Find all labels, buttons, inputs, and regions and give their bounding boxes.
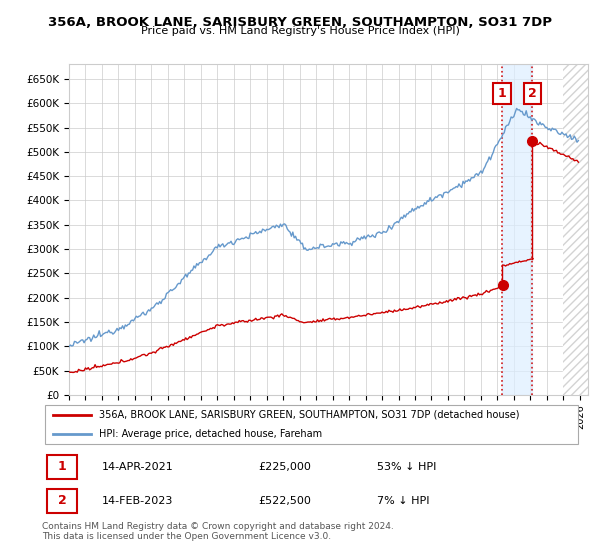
Text: £225,000: £225,000 [258, 462, 311, 472]
Text: 2: 2 [528, 87, 536, 100]
FancyBboxPatch shape [47, 455, 77, 479]
Bar [502, 64, 532, 395]
Text: £522,500: £522,500 [258, 496, 311, 506]
Text: 14-APR-2021: 14-APR-2021 [101, 462, 173, 472]
Text: Price paid vs. HM Land Registry's House Price Index (HPI): Price paid vs. HM Land Registry's House … [140, 26, 460, 36]
Text: Contains HM Land Registry data © Crown copyright and database right 2024.
This d: Contains HM Land Registry data © Crown c… [42, 522, 394, 542]
Text: HPI: Average price, detached house, Fareham: HPI: Average price, detached house, Fare… [98, 429, 322, 439]
FancyBboxPatch shape [47, 489, 77, 513]
Text: 356A, BROOK LANE, SARISBURY GREEN, SOUTHAMPTON, SO31 7DP: 356A, BROOK LANE, SARISBURY GREEN, SOUTH… [48, 16, 552, 29]
Bar [563, 64, 588, 395]
Bar [563, 64, 588, 395]
Text: 7% ↓ HPI: 7% ↓ HPI [377, 496, 430, 506]
Text: 53% ↓ HPI: 53% ↓ HPI [377, 462, 436, 472]
FancyBboxPatch shape [45, 405, 578, 444]
Text: 2: 2 [58, 494, 67, 507]
Text: 356A, BROOK LANE, SARISBURY GREEN, SOUTHAMPTON, SO31 7DP (detached house): 356A, BROOK LANE, SARISBURY GREEN, SOUTH… [98, 409, 519, 419]
Text: 14-FEB-2023: 14-FEB-2023 [101, 496, 173, 506]
Text: 1: 1 [58, 460, 67, 473]
Text: 1: 1 [497, 87, 506, 100]
